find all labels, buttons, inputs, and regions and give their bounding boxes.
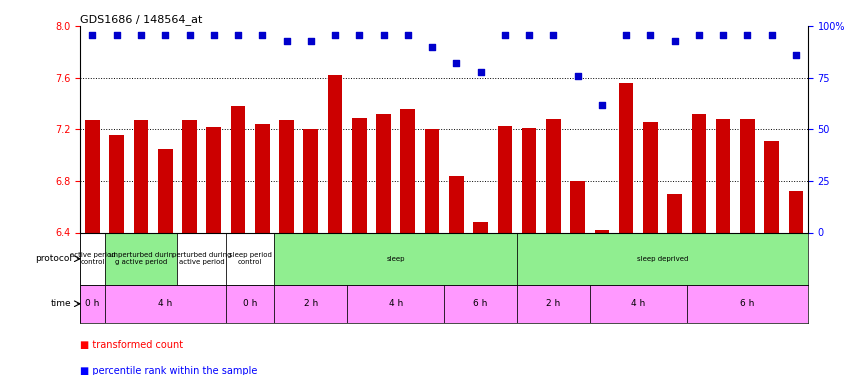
Text: 6 h: 6 h [740,299,755,308]
Point [401,32,415,38]
Text: 4 h: 4 h [631,299,645,308]
Bar [226,285,274,322]
Text: ■ percentile rank within the sample: ■ percentile rank within the sample [80,366,258,375]
Text: perturbed during
active period: perturbed during active period [172,252,231,265]
Point [789,52,803,58]
Bar [667,194,682,232]
Text: unperturbed durin
g active period: unperturbed durin g active period [109,252,173,265]
Bar [716,119,730,232]
Point [304,38,317,44]
Bar [740,119,755,232]
Bar [595,230,609,232]
Bar [352,118,366,232]
Point [571,73,585,79]
Point [183,32,196,38]
Text: sleep: sleep [387,256,405,262]
Point [231,32,244,38]
Point [328,32,342,38]
Bar [105,285,226,322]
Bar [517,285,590,322]
Bar [274,285,347,322]
Bar [570,181,585,232]
Bar [691,114,706,232]
Point [110,32,124,38]
Bar [109,135,124,232]
Bar [517,232,808,285]
Text: 0 h: 0 h [243,299,257,308]
Point [207,32,221,38]
Bar [206,127,221,232]
Text: 0 h: 0 h [85,299,100,308]
Bar [255,124,270,232]
Text: time: time [51,299,72,308]
Point [158,32,172,38]
Point [474,69,487,75]
Bar [347,285,444,322]
Point [449,60,463,66]
Bar [764,141,779,232]
Point [255,32,269,38]
Bar [788,191,803,232]
Point [353,32,366,38]
Text: 6 h: 6 h [474,299,487,308]
Bar [279,120,294,232]
Bar [327,75,343,232]
Point [595,102,608,108]
Bar [590,285,687,322]
Bar [376,114,391,232]
Bar [105,232,178,285]
Text: 2 h: 2 h [304,299,318,308]
Bar [80,232,105,285]
Bar [444,285,517,322]
Bar [231,106,245,232]
Bar [304,129,318,232]
Bar [643,122,657,232]
Point [376,32,390,38]
Text: sleep period
control: sleep period control [228,252,272,265]
Text: 2 h: 2 h [547,299,560,308]
Bar [449,176,464,232]
Bar [226,232,274,285]
Bar [134,120,148,232]
Bar [178,232,226,285]
Text: sleep deprived: sleep deprived [637,256,688,262]
Point [740,32,754,38]
Bar [400,109,415,232]
Point [280,38,294,44]
Bar [522,128,536,232]
Point [522,32,536,38]
Text: ■ transformed count: ■ transformed count [80,340,184,350]
Bar [473,222,488,232]
Text: active period
control: active period control [69,252,115,265]
Text: GDS1686 / 148564_at: GDS1686 / 148564_at [80,14,203,25]
Point [667,38,681,44]
Bar [158,149,173,232]
Point [765,32,778,38]
Bar [425,129,439,232]
Text: protocol: protocol [35,254,72,263]
Point [619,32,633,38]
Bar [497,126,512,232]
Point [692,32,706,38]
Point [717,32,730,38]
Point [135,32,148,38]
Bar [546,119,561,232]
Bar [80,285,105,322]
Text: 4 h: 4 h [158,299,173,308]
Point [498,32,512,38]
Bar [274,232,517,285]
Bar [687,285,808,322]
Bar [618,83,634,232]
Bar [85,120,100,232]
Point [85,32,99,38]
Text: 4 h: 4 h [388,299,403,308]
Point [547,32,560,38]
Point [426,44,439,50]
Point [644,32,657,38]
Bar [182,120,197,232]
